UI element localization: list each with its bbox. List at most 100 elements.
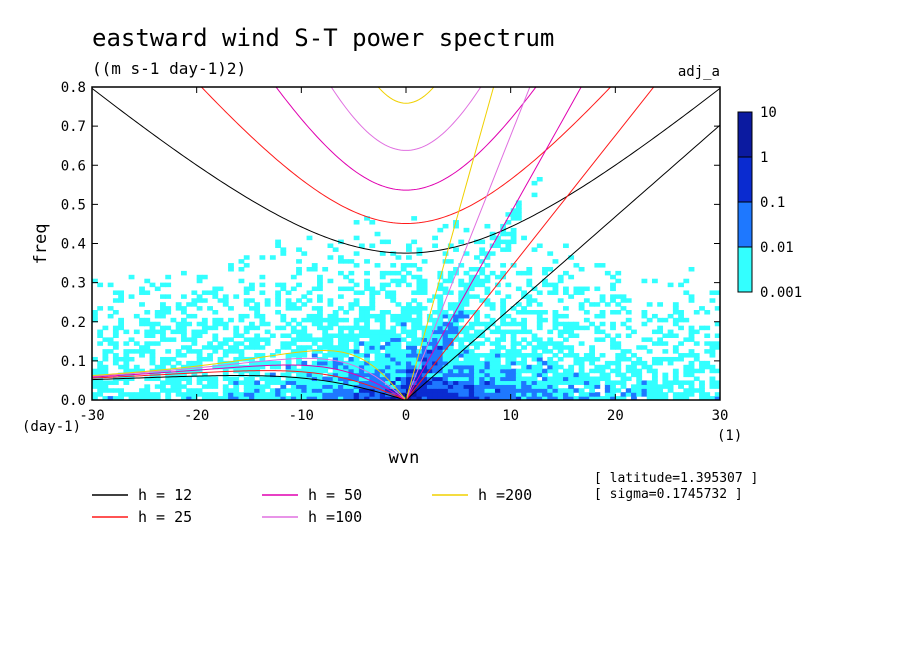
heat-cell [275,349,281,354]
heat-cell [646,364,653,370]
heat-cell [421,345,428,350]
heat-cell [641,364,648,370]
heat-cell [343,372,350,378]
heat-cell [238,259,245,264]
heat-cell [128,356,135,362]
heat-cell [453,223,459,229]
heat-cell [494,341,501,346]
heat-cell [699,368,705,374]
heat-cell [458,290,465,295]
heat-cell [683,380,690,385]
heat-cell [369,313,376,319]
y-tick-label: 0.3 [61,276,86,292]
heat-cell [709,376,716,382]
heat-cell [180,333,187,338]
heat-cell [521,317,527,323]
heat-cell [447,321,454,327]
heat-cell [222,325,229,331]
heat-cell [296,247,302,252]
heat-cell [358,243,365,249]
gravity-curve [275,87,537,191]
heat-cell [385,270,391,276]
heat-cell [625,333,632,338]
heat-cell [500,329,507,335]
heat-cell [160,364,166,370]
heat-cell [249,364,255,370]
heat-cell [301,325,308,331]
heat-cell [358,310,365,315]
heat-cell [353,282,360,288]
heat-cell [526,376,533,382]
heat-cell [615,364,622,370]
heat-cell [468,353,475,358]
heat-cell [411,263,418,268]
heat-cell [563,345,569,350]
heat-cell [207,345,213,350]
heat-cell [296,376,302,382]
heat-cell [254,341,261,346]
heat-cell [594,384,601,389]
heat-cell [222,321,229,327]
heat-cell [317,325,323,331]
heat-cell [217,321,224,327]
heat-cell [369,396,376,400]
heat-cell [688,266,695,272]
heat-cell [180,353,187,358]
heat-cell [149,321,156,327]
legend-label: h = 50 [308,486,362,504]
heat-cell [484,376,491,382]
heat-cell [364,345,370,350]
heat-cell [463,302,470,307]
heat-cell [437,341,444,346]
heat-cell [583,298,590,303]
heat-cell [269,372,276,378]
heat-cell [165,392,172,397]
heat-cell [610,368,616,374]
heat-cell [322,345,329,350]
heat-cell [463,282,470,288]
heat-cell [494,349,501,354]
heat-cell [657,388,664,393]
heat-cell [693,388,700,393]
heat-cell [447,270,454,276]
heat-cell [636,360,643,366]
heat-cell [500,364,507,370]
heat-cell [442,360,449,366]
heat-cell [573,380,580,385]
heat-cell [563,306,569,311]
heat-cell [479,239,486,245]
heat-cell [337,364,344,370]
heat-cell [280,388,287,393]
heat-cell [468,380,475,385]
heat-cell [683,317,690,323]
heat-cell [191,396,198,400]
heat-cell [269,380,276,385]
heat-cell [494,356,501,362]
heat-cell [259,313,266,319]
heat-cell [521,329,527,335]
heat-cell [275,243,281,249]
heat-cell [615,278,622,284]
heat-cell [196,298,203,303]
heat-cell [343,368,350,374]
heat-cell [395,337,402,342]
heat-cell [364,329,370,335]
heat-cell [447,259,454,264]
heat-cell [379,368,386,374]
heat-cell [500,247,507,252]
heat-cell [102,353,109,358]
heat-cell [646,380,653,385]
heat-cell [709,349,716,354]
heat-cell [599,298,606,303]
heat-cell [651,313,658,319]
heat-cell [494,380,501,385]
heat-cell [542,360,548,366]
x-tick-label: 0 [402,408,410,424]
heat-cell [625,392,632,397]
heat-cell [526,278,533,284]
heat-cell [301,302,308,307]
heat-cell [118,356,124,362]
heat-cell [442,353,449,358]
heat-cell [421,392,428,397]
heat-cell [411,298,418,303]
